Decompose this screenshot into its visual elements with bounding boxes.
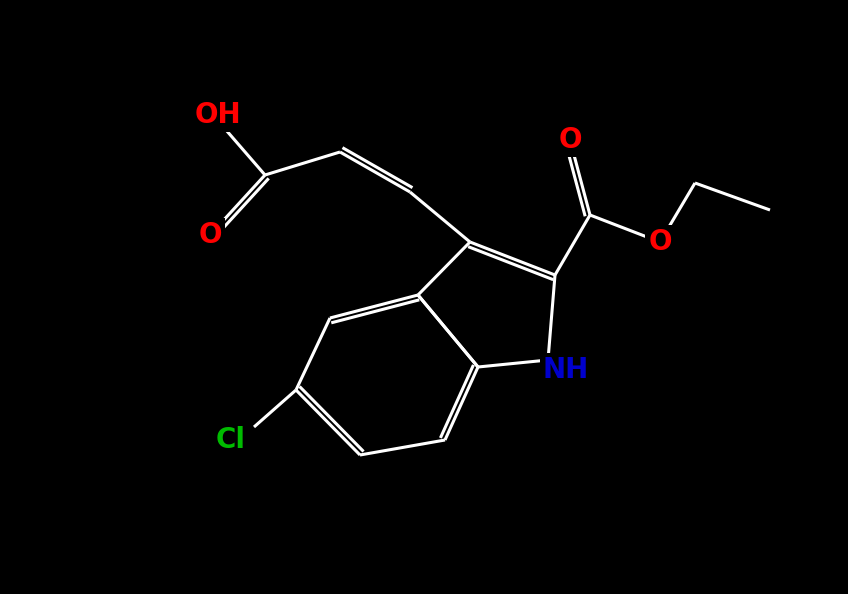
Text: O: O [558,126,582,154]
Text: O: O [648,228,672,256]
Text: O: O [198,221,221,249]
Text: NH: NH [543,356,589,384]
Text: Cl: Cl [216,426,246,454]
Text: OH: OH [195,101,242,129]
